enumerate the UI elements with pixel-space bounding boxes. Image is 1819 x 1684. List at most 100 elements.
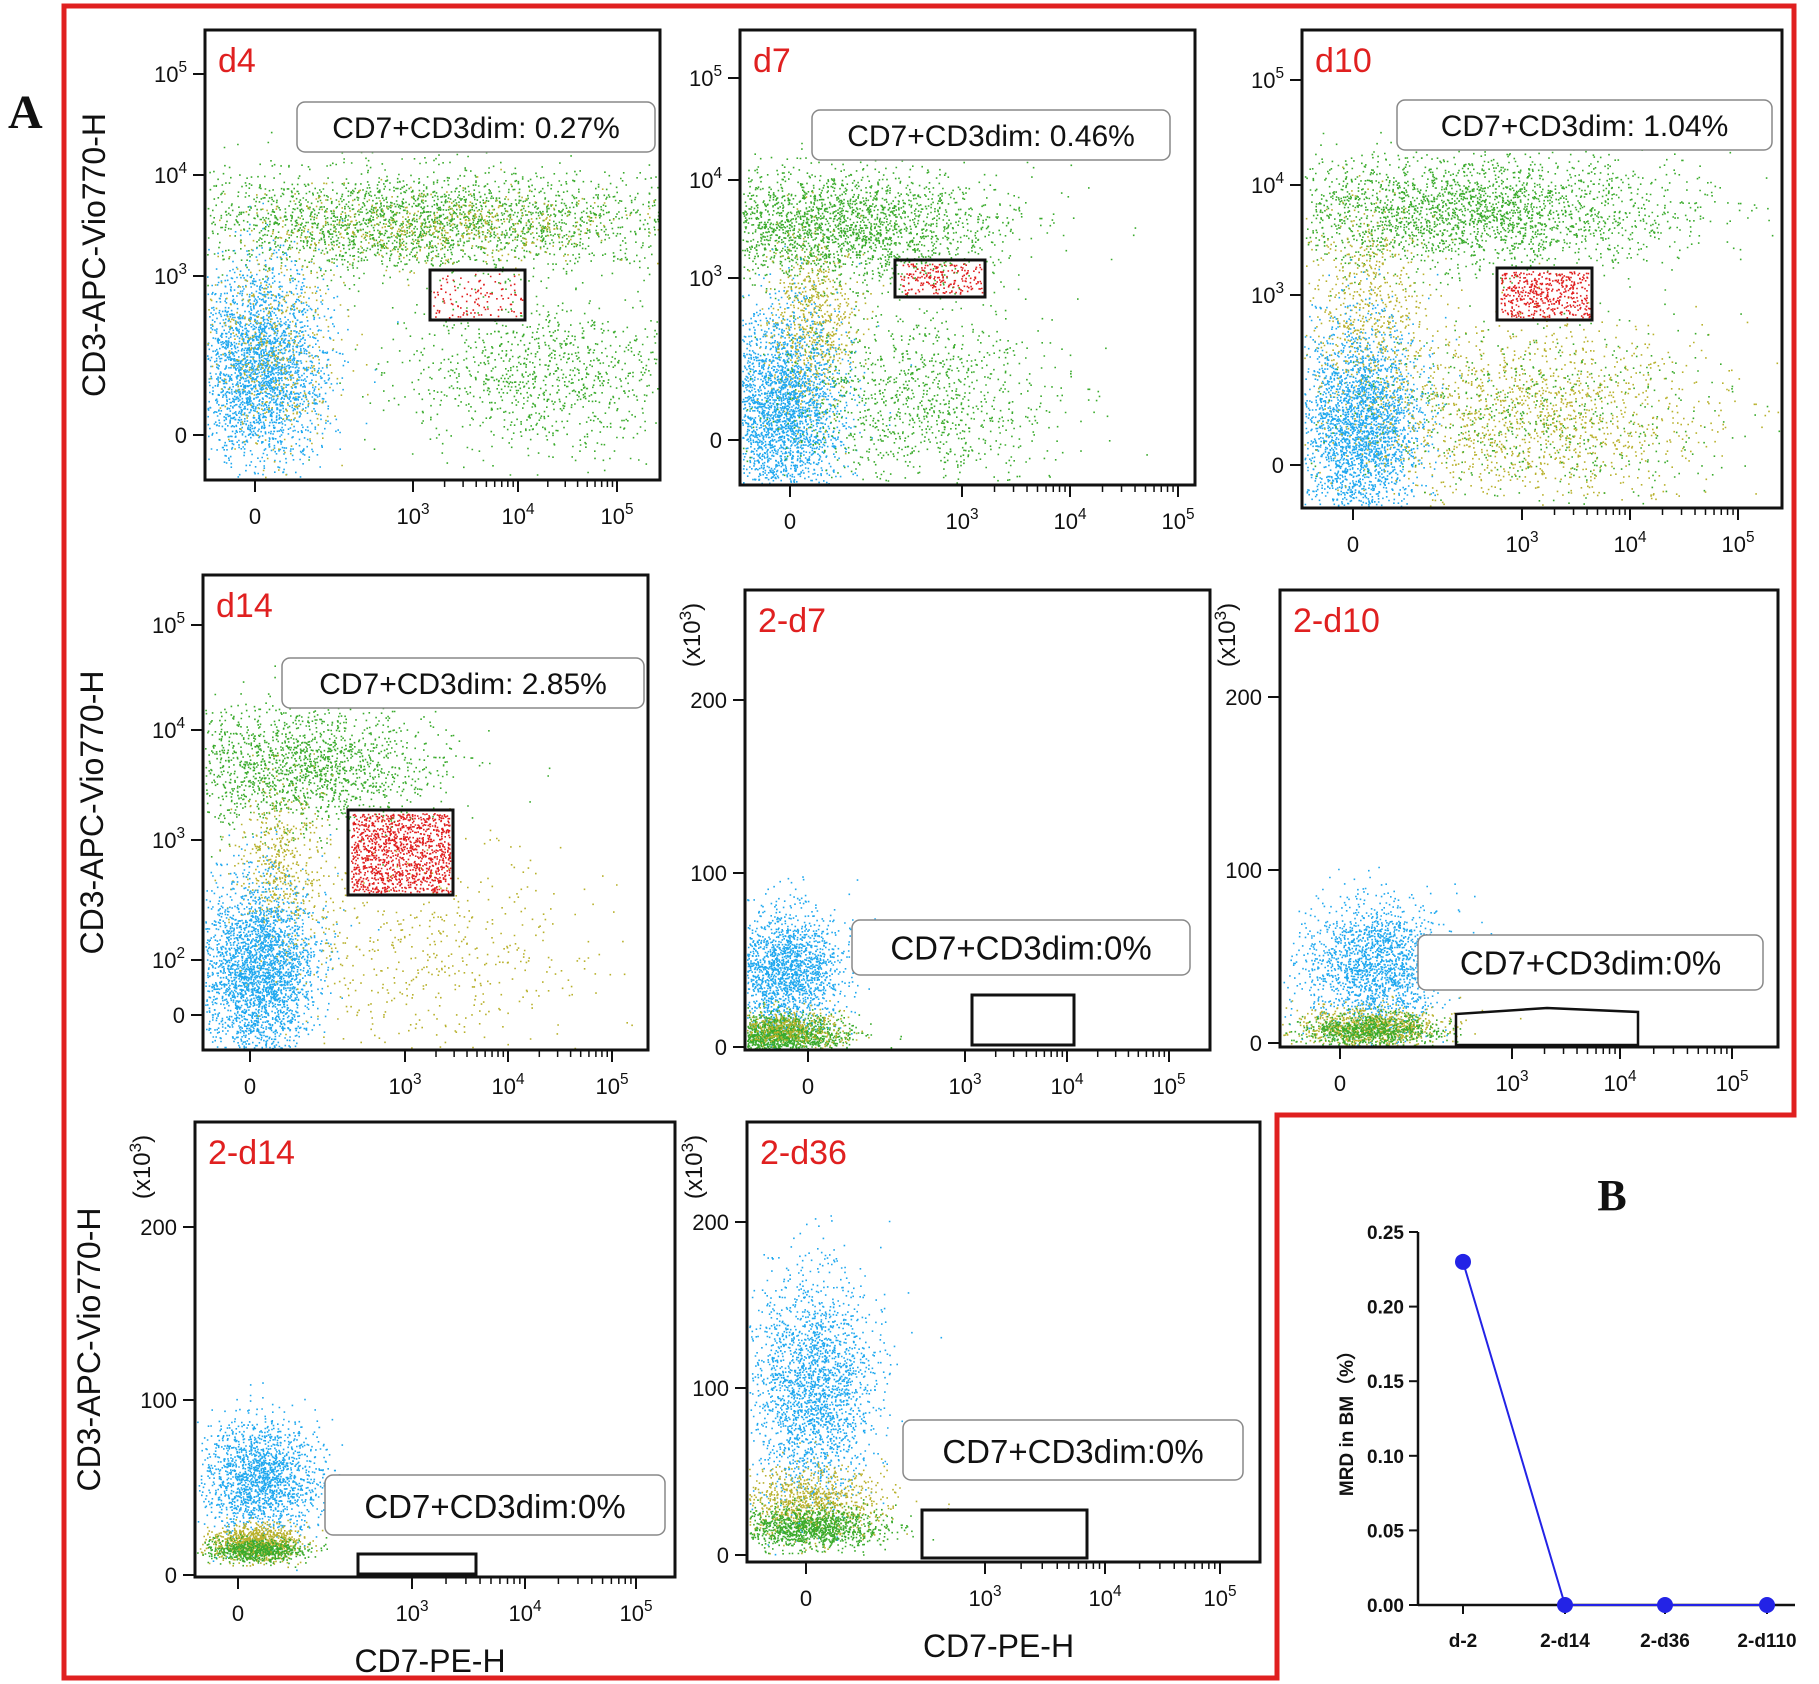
y-tick-label-2-d10-0: 0	[1250, 1031, 1262, 1056]
panel-b-point-2-d36	[1657, 1597, 1673, 1613]
y-tick-label-2-d36-0: 0	[717, 1543, 729, 1568]
x-tick-label-d4-0: 0	[249, 504, 261, 529]
y-tick-label-d14-3: 104	[152, 715, 185, 743]
panel-title-d10: d10	[1315, 42, 1372, 80]
y-tick-label-2-d36-1: 100	[692, 1376, 729, 1401]
panel-a-label: A	[8, 86, 43, 139]
gate-d14	[346, 808, 455, 897]
y-tick-label-d4-2: 104	[154, 160, 187, 188]
flow-panel-2-d10: 2-d10 CD7+CD3dim:0% 0 103 104 105 0 100 200 (x103…	[1211, 588, 1780, 1096]
y-unit-2-d14: (x103)	[126, 1135, 156, 1199]
x-tick-label-2-d7-2: 104	[1050, 1071, 1083, 1099]
y-tick-label-d14-2: 103	[152, 825, 185, 853]
x-tick-label-2-d10-2: 104	[1603, 1068, 1636, 1096]
population-d10-2	[1304, 259, 1491, 508]
gate-2-d14	[356, 1552, 478, 1576]
gate-2-d7	[970, 993, 1076, 1047]
x-tick-label-2-d7-0: 0	[802, 1074, 814, 1099]
panel-b-y-label: MRD in BM（%）	[1335, 1341, 1358, 1496]
population-d14-3	[228, 808, 633, 1050]
y-tick-label-d4-0: 0	[175, 423, 187, 448]
y-tick-label-d10-1: 103	[1251, 280, 1284, 308]
y-tick-label-d10-3: 105	[1251, 65, 1284, 93]
panel-b-x-tick-label: 2-d36	[1640, 1631, 1690, 1652]
y-unit-2-d7: (x103)	[676, 603, 706, 667]
panel-b-y-tick-label: 0.00	[1367, 1596, 1404, 1617]
x-axis-label-2-d36: CD7-PE-H	[923, 1628, 1074, 1664]
population-2-d10-1	[1282, 995, 1522, 1047]
y-tick-label-2-d14-0: 0	[165, 1563, 177, 1588]
events-d7	[742, 142, 1148, 485]
y-tick-label-2-d7-0: 0	[715, 1035, 727, 1060]
population-d10-0	[1304, 115, 1774, 332]
x-tick-label-d10-1: 103	[1505, 529, 1538, 557]
panel-a-frame	[61, 3, 1797, 1681]
x-tick-label-2-d14-0: 0	[232, 1601, 244, 1626]
y-tick-label-d7-2: 104	[689, 165, 722, 193]
y-axis-label-d14: CD3-APC-Vio770-H	[74, 671, 110, 955]
events-2-d14	[197, 1382, 370, 1572]
panel-b-y-tick-label: 0.05	[1367, 1521, 1404, 1542]
events-d4	[207, 115, 660, 479]
panel-b-x-tick-label: 2-d110	[1737, 1631, 1796, 1652]
y-tick-label-d14-1: 102	[152, 945, 185, 973]
y-tick-label-2-d7-2: 200	[690, 688, 727, 713]
gated-events-d7	[900, 263, 984, 295]
population-2-d14-0	[197, 1382, 370, 1572]
gate-label-d14: CD7+CD3dim: 2.85%	[319, 668, 607, 701]
population-2-d10-2	[1285, 1006, 1462, 1047]
gate-label-box-d7	[811, 109, 1171, 161]
y-tick-label-d7-1: 103	[689, 263, 722, 291]
panel-b-x-tick-label: 2-d14	[1540, 1631, 1590, 1652]
y-tick-label-d14-4: 105	[152, 610, 185, 638]
y-axis-label-d4: CD3-APC-Vio770-H	[76, 113, 112, 397]
x-tick-label-d4-2: 104	[501, 501, 534, 529]
population-d14-2	[205, 829, 380, 1050]
gated-events-d4	[433, 273, 524, 319]
panel-b-y-tick-label: 0.20	[1367, 1298, 1404, 1319]
gate-2-d10	[1454, 1006, 1640, 1047]
plot-frame-d4	[203, 28, 662, 482]
panel-title-d7: d7	[753, 42, 791, 80]
gate-label-2-d36: CD7+CD3dim:0%	[942, 1433, 1203, 1470]
flow-panel-2-d7: 2-d7 CD7+CD3dim:0% 0 103 104 105 0 100 200 (x103)	[676, 588, 1212, 1099]
x-tick-label-d10-3: 105	[1721, 529, 1754, 557]
events-d10	[1304, 115, 1781, 508]
flow-panel-2-d36: 2-d36 CD7+CD3dim:0% 0 103 104 105 0 100 200 (x103…	[678, 1120, 1262, 1664]
population-d4-2	[207, 202, 399, 478]
gate-label-2-d10: CD7+CD3dim:0%	[1460, 945, 1721, 982]
y-unit-2-d10: (x103)	[1211, 603, 1241, 667]
x-tick-label-2-d10-0: 0	[1334, 1071, 1346, 1096]
y-tick-label-d4-1: 103	[154, 261, 187, 289]
y-tick-label-2-d10-2: 200	[1225, 685, 1262, 710]
plot-frame-2-d10	[1278, 588, 1780, 1049]
x-tick-label-2-d14-2: 104	[508, 1598, 541, 1626]
population-2-d14-1	[199, 1517, 324, 1569]
population-2-d14-2	[197, 1531, 328, 1568]
panel-b-y-tick-label: 0.15	[1367, 1372, 1404, 1393]
x-tick-label-2-d7-1: 103	[948, 1071, 981, 1099]
gate-label-2-d14: CD7+CD3dim:0%	[364, 1488, 625, 1525]
gate-d10	[1495, 266, 1594, 322]
panel-title-d14: d14	[216, 587, 273, 625]
gate-label-box-d4	[296, 101, 656, 153]
gated-events-d14	[351, 813, 452, 894]
x-tick-label-2-d14-3: 105	[619, 1598, 652, 1626]
gate-label-2-d7: CD7+CD3dim:0%	[890, 930, 1151, 967]
gate-label-box-2-d36	[902, 1419, 1244, 1481]
x-tick-label-2-d36-2: 104	[1088, 1583, 1121, 1611]
population-d7-0	[742, 142, 1137, 347]
panel-title-2-d10: 2-d10	[1293, 602, 1380, 640]
gate-label-box-2-d10	[1417, 934, 1764, 991]
gate-label-d10: CD7+CD3dim: 1.04%	[1441, 110, 1729, 143]
x-axis-label-2-d14: CD7-PE-H	[354, 1643, 505, 1679]
y-tick-label-d4-3: 105	[154, 59, 187, 87]
panel-b-point-2-d14	[1557, 1597, 1573, 1613]
panel-b-series-line	[1462, 1261, 1767, 1606]
gate-label-box-2-d7	[851, 919, 1191, 976]
events-d14	[205, 663, 633, 1050]
events-2-d7	[747, 876, 907, 1050]
plot-frame-2-d7	[743, 588, 1212, 1052]
gate-label-d7: CD7+CD3dim: 0.46%	[847, 120, 1135, 153]
